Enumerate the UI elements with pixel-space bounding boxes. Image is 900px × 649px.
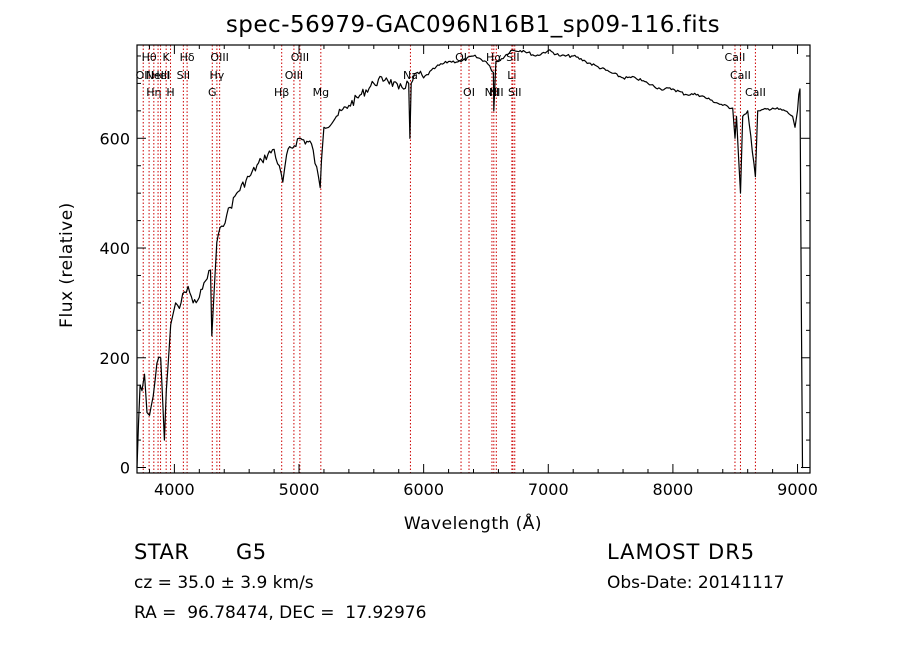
- x-tick-label: 5000: [279, 480, 320, 499]
- axis-ticks: 4000 5000 6000 7000 8000 9000 0 200 400 600: [99, 45, 818, 499]
- x-tick-label: 9000: [777, 480, 818, 499]
- line-marker-label: OI: [455, 51, 467, 64]
- line-marker-label: OIII: [210, 51, 228, 64]
- y-axis-label: Flux (relative): [57, 202, 77, 328]
- x-tick-label: 7000: [528, 480, 569, 499]
- y-tick-label: 400: [99, 239, 130, 258]
- object-subclass: G5: [236, 540, 267, 564]
- line-marker-label: SII: [506, 51, 519, 64]
- line-marker-label: Hδ: [180, 51, 195, 64]
- x-axis-label: Wavelength (Å): [404, 512, 542, 534]
- line-marker-label: CaII: [725, 51, 746, 64]
- object-class: STAR: [134, 540, 190, 564]
- redshift-cz: cz = 35.0 ± 3.9 km/s: [134, 573, 314, 593]
- line-marker-label: CaII: [745, 86, 766, 99]
- x-tick-label: 6000: [403, 480, 444, 499]
- ra-dec-coordinates: RA = 96.78474, DEC = 17.92976: [134, 603, 427, 623]
- survey-name: LAMOST DR5: [607, 540, 756, 564]
- y-tick-label: 200: [99, 349, 130, 368]
- line-marker-label: NII: [489, 86, 504, 99]
- line-marker-label: Hη: [146, 86, 161, 99]
- line-marker-label: OII: [136, 69, 151, 82]
- line-marker-label: Hβ: [274, 86, 289, 99]
- line-marker-label: NII: [485, 86, 500, 99]
- line-marker-label: G: [208, 86, 217, 99]
- line-marker-label: Mg: [313, 86, 329, 99]
- line-marker-label: H: [166, 86, 174, 99]
- spectral-line-markers: OIIHθHηNeIIIHeIKHSIIHδGHγOIIIHβOIIIOIIIM…: [136, 45, 766, 473]
- spectrum-series-line: [136, 49, 804, 469]
- x-tick-label: 8000: [653, 480, 694, 499]
- plot-frame: [136, 44, 811, 474]
- line-marker-label: CaII: [730, 69, 751, 82]
- line-marker-label: K: [163, 51, 171, 64]
- line-marker-label: OIII: [285, 69, 303, 82]
- observation-date: Obs-Date: 20141117: [607, 573, 785, 593]
- line-marker-label: OIII: [291, 51, 309, 64]
- chart-title: spec-56979-GAC096N16B1_sp09-116.fits: [226, 12, 720, 38]
- y-tick-label: 0: [120, 459, 130, 478]
- line-marker-label: NeIII: [146, 69, 171, 82]
- line-marker-label: SII: [508, 86, 521, 99]
- line-marker-label: OI: [463, 86, 475, 99]
- line-marker-label: Na: [403, 69, 418, 82]
- line-marker-label: SII: [177, 69, 190, 82]
- line-marker-label: Hα: [486, 51, 502, 64]
- x-tick-label: 4000: [154, 480, 195, 499]
- line-marker-label: HeI: [151, 69, 169, 82]
- line-marker-label: Hγ: [209, 69, 224, 82]
- line-marker-label: Hθ: [142, 51, 157, 64]
- line-marker-label: Li: [507, 69, 516, 82]
- y-tick-label: 600: [99, 129, 130, 148]
